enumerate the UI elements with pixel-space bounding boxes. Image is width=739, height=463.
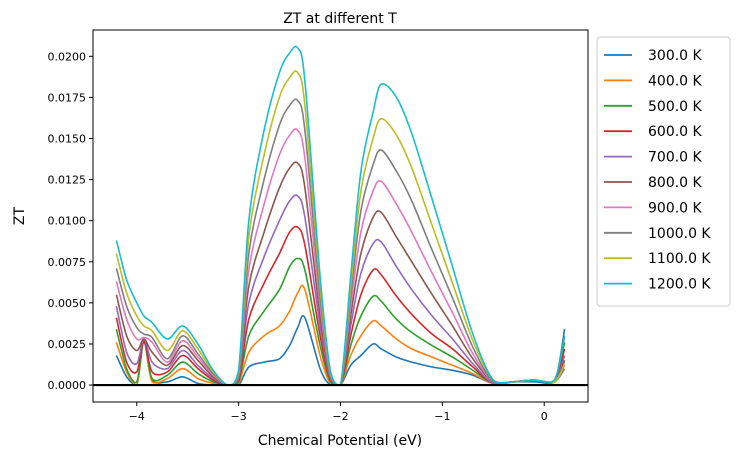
legend-label: 300.0 K: [648, 48, 703, 64]
y-tick-label: 0.0200: [48, 50, 87, 63]
chart-title: ZT at different T: [283, 11, 397, 27]
series-line-300-0-K: [115, 315, 566, 386]
x-tick-label: −3: [231, 410, 247, 423]
y-tick-label: 0.0050: [48, 297, 87, 310]
y-tick-label: 0.0025: [48, 338, 87, 351]
axes-frame: [92, 29, 589, 403]
legend-label: 700.0 K: [648, 150, 703, 166]
legend-label: 1000.0 K: [648, 226, 711, 242]
series-line-400-0-K: [115, 284, 566, 386]
y-tick-label: 0.0125: [48, 174, 87, 187]
series-line-1000-0-K: [115, 98, 566, 386]
y-tick-label: 0.0000: [48, 379, 87, 392]
series-line-1200-0-K: [115, 45, 566, 386]
y-tick-label: 0.0075: [48, 256, 87, 269]
y-axis-label: ZT: [12, 206, 28, 225]
legend-label: 600.0 K: [648, 124, 703, 140]
series-line-900-0-K: [115, 128, 566, 386]
legend-label: 800.0 K: [648, 175, 703, 191]
y-tick-label: 0.0100: [48, 215, 87, 228]
legend-label: 900.0 K: [648, 200, 703, 216]
series-line-1100-0-K: [115, 70, 566, 386]
x-tick-label: −4: [129, 410, 145, 423]
legend-label: 400.0 K: [648, 73, 703, 89]
x-tick-label: −1: [434, 410, 450, 423]
legend-label: 1200.0 K: [648, 277, 711, 293]
legend-label: 500.0 K: [648, 99, 703, 115]
legend: 300.0 K 400.0 K 500.0 K 600.0 K 700.0 K 800.0…: [596, 36, 731, 307]
x-axis-label: Chemical Potential (eV): [258, 433, 422, 449]
legend-box: [596, 36, 731, 307]
plot-area: [93, 45, 588, 387]
series-line-600-0-K: [115, 225, 566, 386]
y-tick-label: 0.0175: [48, 91, 87, 104]
series-line-500-0-K: [115, 257, 566, 386]
x-tick-label: 0: [541, 410, 548, 423]
x-tick-label: −2: [332, 410, 348, 423]
y-tick-label: 0.0150: [48, 132, 87, 145]
series-line-800-0-K: [115, 161, 566, 386]
legend-label: 1100.0 K: [648, 251, 711, 267]
series-line-700-0-K: [115, 194, 566, 386]
axes: −4 −3 −2 −1 0 0.0000 0.0025 0.0050 0.0075 0.0100 0…: [48, 29, 589, 423]
